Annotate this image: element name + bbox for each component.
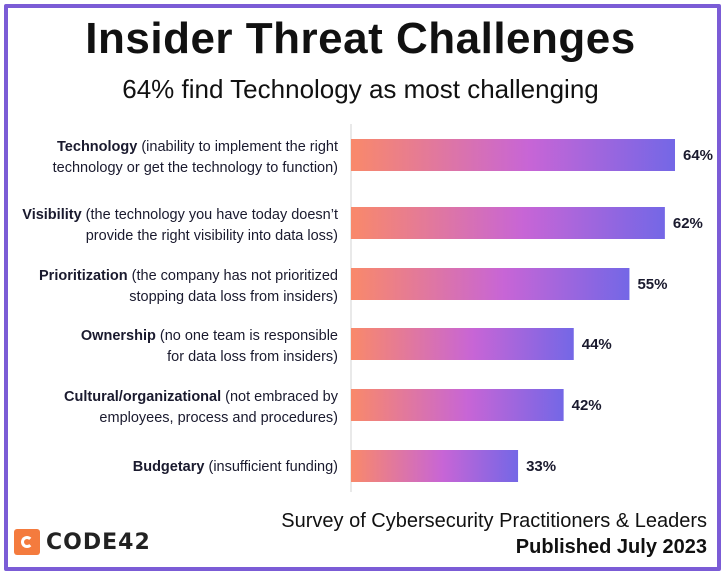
- bar-technology: [351, 139, 675, 171]
- value-label: 64%: [683, 147, 713, 164]
- chart-title: Insider Threat Challenges: [85, 14, 636, 63]
- category-label: Budgetary (insufficient funding): [133, 459, 338, 475]
- bar-ownership: [351, 328, 574, 360]
- code42-logo-icon: [14, 529, 40, 555]
- bar-visibility: [351, 207, 665, 239]
- value-label: 44%: [582, 336, 612, 353]
- category-label: Ownership (no one team is responsible: [81, 328, 338, 344]
- published-date: Published July 2023: [515, 536, 707, 558]
- category-label-detail: technology or get the technology to func…: [53, 160, 338, 176]
- bar-cultural-organizational: [351, 389, 564, 421]
- value-label: 33%: [526, 458, 556, 475]
- bar-prioritization: [351, 268, 630, 300]
- value-label: 42%: [572, 397, 602, 414]
- category-label-detail: stopping data loss from insiders): [129, 289, 338, 305]
- chart-subtitle: 64% find Technology as most challenging: [122, 74, 599, 104]
- category-label-detail: for data loss from insiders): [167, 349, 338, 365]
- bar-budgetary: [351, 450, 519, 482]
- category-label: Prioritization (the company has not prio…: [39, 268, 338, 284]
- category-label-detail: employees, process and procedures): [99, 410, 338, 426]
- category-label: Visibility (the technology you have toda…: [22, 207, 338, 223]
- category-label-detail: provide the right visibility into data l…: [86, 228, 338, 244]
- code42-logo: CODE42: [14, 527, 151, 557]
- value-label: 62%: [673, 215, 703, 232]
- category-label: Technology (inability to implement the r…: [57, 139, 338, 155]
- category-label: Cultural/organizational (not embraced by: [64, 389, 339, 405]
- logo-text: CODE42: [46, 529, 151, 555]
- survey-source: Survey of Cybersecurity Practitioners & …: [281, 510, 707, 532]
- value-label: 55%: [637, 276, 667, 293]
